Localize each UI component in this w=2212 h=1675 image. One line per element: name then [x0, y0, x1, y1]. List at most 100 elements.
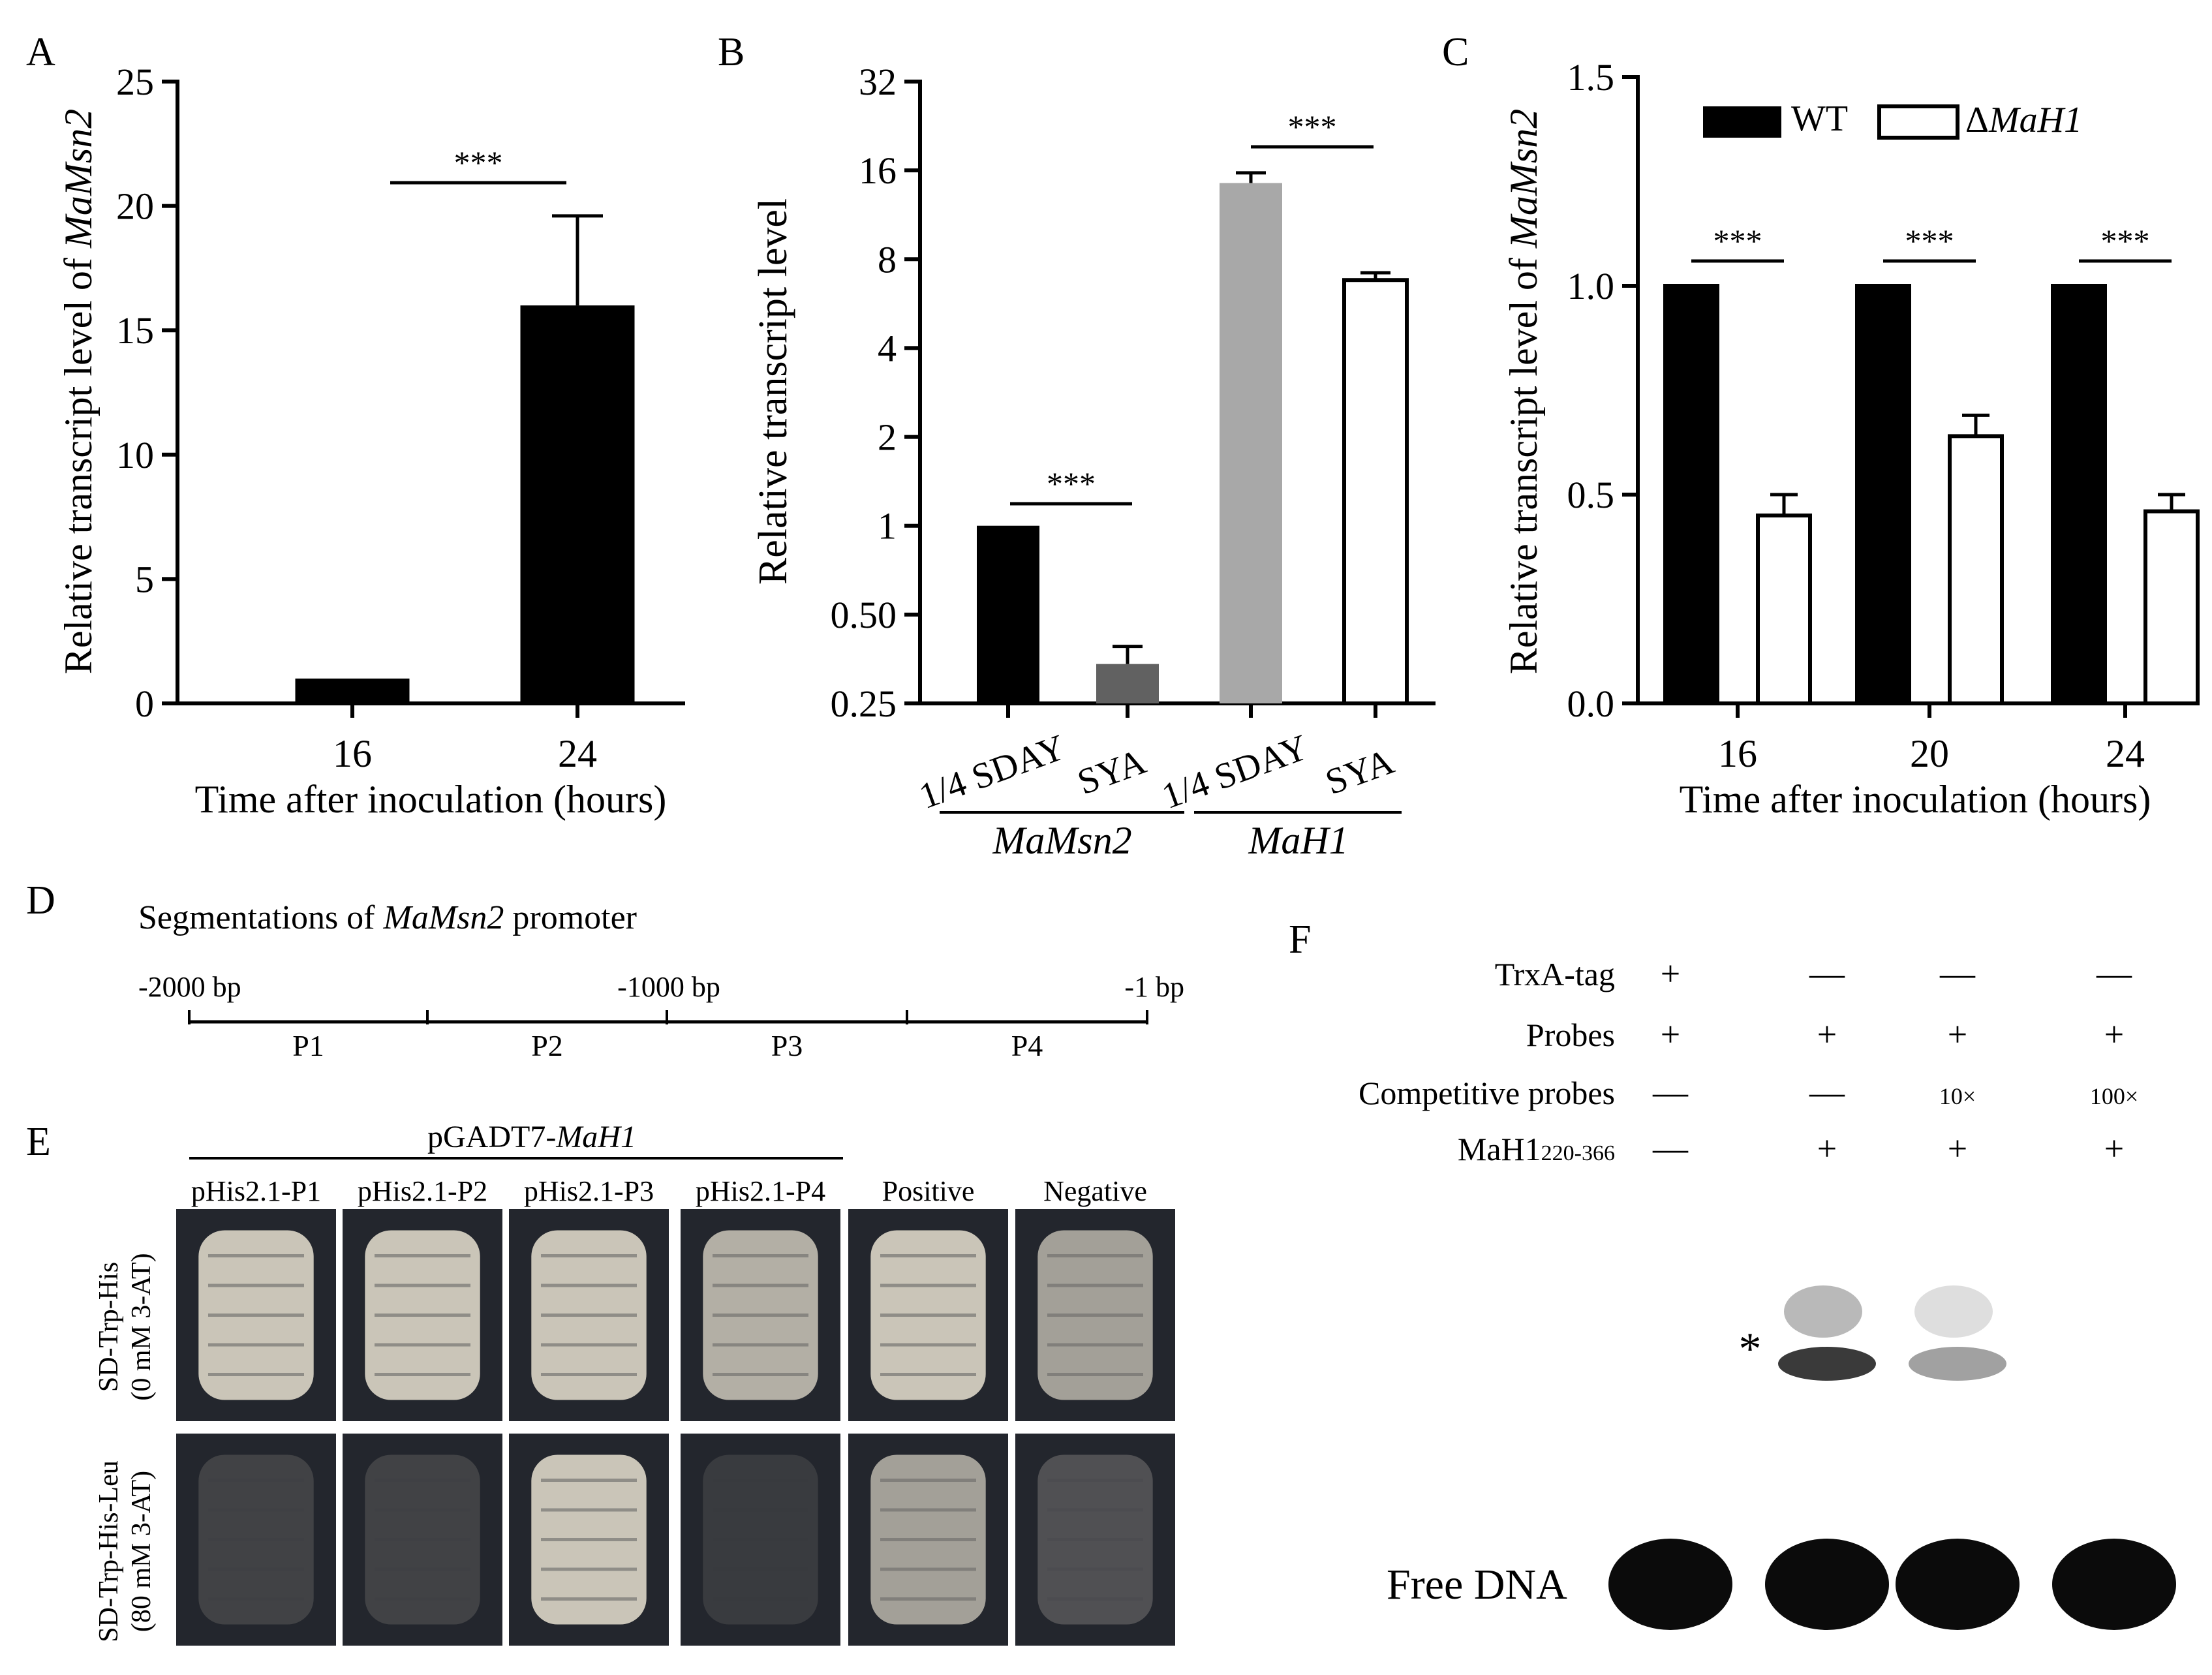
yeast-assay: pGADT7-MaH1 pHis2.1-P1 pHis2.1-P2 pHis2.1-P…: [94, 1120, 1175, 1646]
emsa-row-label: Competitive probes: [1359, 1075, 1615, 1111]
significance-label: ***: [1905, 223, 1954, 259]
free-dna-band: [1896, 1539, 2020, 1630]
y-tick-label: 0.50: [831, 594, 897, 636]
x-tick-label: 24: [558, 732, 597, 775]
panel-label-c: C: [1442, 30, 1469, 74]
panel-label-d: D: [26, 878, 55, 923]
shifted-smear: [1914, 1285, 1993, 1338]
emsa-lane-value: —: [1652, 1129, 1689, 1168]
y-tick-label: 10: [116, 434, 154, 476]
group-label: MaMsn2: [992, 819, 1131, 862]
row-condition-label: (80 mM 3-AT): [127, 1471, 157, 1632]
y-axis-label: Relative transcript level of MaMsn2: [1502, 109, 1545, 674]
emsa-lane-value: —: [2096, 954, 2132, 993]
x-tick-label: 1/4 SDAY: [1157, 727, 1313, 817]
legend-swatch-mutant: [1877, 104, 1959, 140]
y-tick-label: 1.5: [1567, 56, 1615, 99]
chart-panel-a: 0 5 10 15 20 25 16 24 *** Time after inoculation …: [57, 61, 685, 821]
yeast-colony: [870, 1230, 986, 1400]
bar: [295, 678, 410, 703]
yeast-colony: [365, 1230, 480, 1400]
legend-label-wt: WT: [1791, 99, 1848, 139]
y-tick-label: 0.5: [1567, 474, 1615, 516]
significance-label: ***: [2101, 223, 2150, 259]
emsa-lane-value: +: [1948, 1129, 1967, 1168]
y-tick-label: 5: [135, 558, 154, 600]
plate-well: [1015, 1434, 1175, 1646]
bar: [2051, 284, 2107, 705]
bar: [520, 305, 635, 704]
yeast-colony: [1037, 1454, 1153, 1625]
significance-label: ***: [1047, 465, 1096, 502]
yeast-colony: [365, 1454, 480, 1625]
y-tick-label: 1.0: [1567, 265, 1615, 307]
plate-well: [343, 1434, 502, 1646]
legend-swatch-wt: [1703, 106, 1781, 138]
emsa-lane-value: +: [1661, 954, 1680, 993]
y-tick-label: 8: [878, 238, 897, 281]
emsa-lane-value: +: [1661, 1015, 1680, 1054]
yeast-colony: [1037, 1230, 1153, 1400]
emsa-row-label: MaH1220-366: [1458, 1131, 1615, 1167]
emsa-lane-value: —: [1809, 1073, 1845, 1112]
promoter-diagram: Segmentations of MaMsn2 promoter -2000 bp…: [138, 899, 1184, 1062]
free-dna-band: [1765, 1539, 1889, 1630]
yeast-colony: [703, 1230, 818, 1400]
panel-label-a: A: [26, 30, 55, 74]
x-tick-label: SYA: [1321, 741, 1400, 803]
y-tick-label: 2: [878, 416, 897, 459]
x-tick-label: 16: [1718, 732, 1757, 775]
legend-label-mutant: ΔMaH1: [1965, 100, 2082, 140]
emsa-lane-value: +: [2104, 1015, 2124, 1054]
x-axis-label: Time after inoculation (hours): [195, 778, 667, 821]
plate-well: [681, 1434, 840, 1646]
panel-label-f: F: [1289, 917, 1311, 962]
yeast-colony: [870, 1454, 986, 1625]
yeast-colony: [703, 1454, 818, 1625]
column-label: Negative: [1043, 1175, 1147, 1207]
free-dna-label: Free DNA: [1387, 1561, 1567, 1608]
bar: [1342, 278, 1409, 705]
emsa-panel: TrxA-tag + — — — Probes + + + + Competitive probes…: [1357, 954, 2205, 1664]
plasmid-header: pGADT7-MaH1: [427, 1120, 636, 1154]
segment-label: P4: [1011, 1029, 1043, 1062]
position-label: -1 bp: [1124, 971, 1184, 1003]
y-axis-label: Relative transcript level of MaMsn2: [57, 109, 100, 674]
free-dna-band: [2052, 1539, 2176, 1630]
emsa-row-label: Probes: [1526, 1017, 1615, 1053]
row-condition-label: (0 mM 3-AT): [127, 1253, 157, 1400]
group-label: MaH1: [1248, 819, 1348, 862]
shifted-band: [1909, 1347, 2006, 1381]
y-tick-label: 25: [116, 61, 154, 103]
x-axis-label: Time after inoculation (hours): [1680, 778, 2151, 821]
y-tick-label: 4: [878, 327, 897, 369]
y-tick-label: 0.25: [831, 683, 897, 725]
bar: [1096, 664, 1159, 703]
x-tick-label: SYA: [1073, 741, 1152, 803]
yeast-colony: [531, 1454, 647, 1625]
significance-label: ***: [1713, 223, 1762, 259]
shifted-band: [1778, 1347, 1876, 1381]
emsa-lane-value: +: [1817, 1015, 1837, 1054]
bar: [2143, 509, 2200, 705]
emsa-lane-value: +: [2104, 1129, 2124, 1168]
row-medium-label: SD-Trp-His-Leu: [94, 1460, 124, 1642]
segment-label: P1: [292, 1029, 324, 1062]
y-tick-label: 16: [859, 149, 897, 192]
plate-well: [176, 1434, 336, 1646]
shifted-smear: [1784, 1285, 1862, 1338]
emsa-row-label: TrxA-tag: [1495, 956, 1615, 992]
yeast-colony: [198, 1230, 314, 1400]
bar: [1855, 284, 1911, 705]
emsa-lane-value: +: [1948, 1015, 1967, 1054]
y-tick-label: 32: [859, 61, 897, 103]
y-tick-label: 20: [116, 185, 154, 228]
shift-marker: *: [1739, 1324, 1762, 1374]
emsa-lane-value: 100×: [2090, 1083, 2138, 1109]
yeast-colony: [531, 1230, 647, 1400]
emsa-lane-value: 10×: [1939, 1083, 1976, 1109]
x-tick-label: 1/4 SDAY: [914, 727, 1071, 817]
y-axis-label: Relative transcript level: [751, 198, 795, 585]
